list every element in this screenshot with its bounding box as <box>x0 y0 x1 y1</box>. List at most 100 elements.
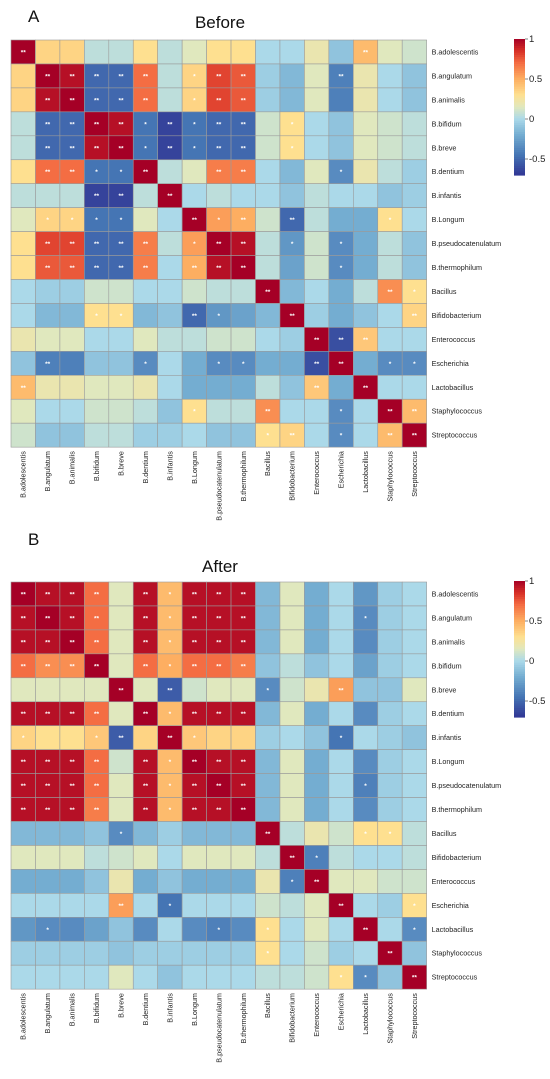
column-label: Streptococcus <box>410 993 419 1039</box>
heatmap-cell <box>108 351 134 376</box>
significance-mark: ** <box>45 783 51 790</box>
heatmap-cell <box>328 39 354 65</box>
heatmap-cell <box>328 207 354 232</box>
column-label: Escherichia <box>337 451 346 488</box>
heatmap-cell <box>352 207 379 232</box>
significance-mark: ** <box>118 73 124 80</box>
colorbar-tick-label: -0.5 <box>529 154 545 165</box>
column-label: B.infantis <box>165 451 174 481</box>
row-label: Bacillus <box>432 829 457 838</box>
heatmap-cell <box>255 773 281 798</box>
colorbar-segment <box>514 626 525 630</box>
heatmap-cell <box>279 749 305 774</box>
heatmap-cell <box>35 893 61 918</box>
column-label: B.pseudocatenulatum <box>214 451 223 521</box>
significance-mark: ** <box>70 265 76 272</box>
significance-mark: ** <box>167 735 173 742</box>
significance-mark: ** <box>192 313 198 320</box>
significance-mark: * <box>340 409 343 416</box>
heatmap-cell <box>304 581 330 607</box>
heatmap-cell <box>157 159 183 185</box>
heatmap-cell <box>352 797 379 822</box>
significance-mark: ** <box>314 361 320 368</box>
heatmap-cell <box>230 821 256 846</box>
heatmap-cell <box>59 964 85 990</box>
heatmap-cell <box>206 398 232 424</box>
significance-mark: * <box>169 903 172 910</box>
heatmap-cell <box>59 279 85 304</box>
colorbar-segment <box>514 712 525 716</box>
heatmap-cell <box>279 351 305 376</box>
heatmap-cell <box>279 581 305 607</box>
colorbar-segment <box>514 599 525 602</box>
heatmap-cell <box>352 279 379 304</box>
significance-mark: ** <box>216 783 222 790</box>
significance-mark: ** <box>216 97 222 104</box>
significance-mark: * <box>266 433 269 440</box>
significance-mark: ** <box>216 759 222 766</box>
heatmap-cell <box>84 964 110 990</box>
colorbar-segment <box>514 150 525 153</box>
heatmap-cell <box>132 303 159 328</box>
heatmap-cell <box>84 374 110 400</box>
heatmap-cell <box>377 581 403 607</box>
significance-mark: ** <box>45 97 51 104</box>
colorbar-segment <box>514 581 525 584</box>
heatmap-cell <box>401 159 427 185</box>
column-label: B.thermophilum <box>239 993 248 1043</box>
significance-mark: ** <box>216 169 222 176</box>
row-label: Streptococcus <box>432 431 478 440</box>
significance-mark: ** <box>70 615 76 622</box>
heatmap-cell <box>132 183 159 208</box>
heatmap-cell <box>328 605 354 631</box>
significance-mark: ** <box>21 385 27 392</box>
heatmap-cell <box>279 159 305 185</box>
colorbar-segment <box>514 703 525 707</box>
colorbar-segment <box>514 107 525 110</box>
heatmap-cell <box>304 629 330 655</box>
heatmap-cell <box>181 677 207 703</box>
heatmap-cell <box>132 374 159 400</box>
significance-mark: ** <box>241 145 247 152</box>
colorbar-segment <box>514 621 525 625</box>
significance-mark: ** <box>45 241 51 248</box>
heatmap-cell <box>328 374 354 400</box>
column-label: Enterococcus <box>312 451 321 495</box>
significance-mark: * <box>169 807 172 814</box>
significance-mark: ** <box>94 73 100 80</box>
heatmap-cell <box>352 303 379 328</box>
significance-mark: * <box>340 975 343 982</box>
significance-mark: ** <box>143 97 149 104</box>
heatmap-cell <box>59 327 85 352</box>
colorbar-segment <box>514 125 525 128</box>
row-label: B.dentium <box>432 167 464 176</box>
heatmap-cell <box>181 279 207 304</box>
heatmap-cell <box>377 135 403 161</box>
heatmap-cell <box>230 327 256 352</box>
heatmap-cell <box>304 87 330 113</box>
significance-mark: ** <box>241 807 247 814</box>
heatmap-cell <box>84 677 110 703</box>
colorbar-segment <box>514 102 525 106</box>
heatmap-before: ** **** ** ** ** ** * ** ** **** ** ** ** ** * ** **** **… <box>10 39 501 521</box>
heatmap-cell <box>328 279 354 304</box>
panel-a-letter: A <box>28 7 40 26</box>
heatmap-cell <box>401 605 427 631</box>
significance-mark: ** <box>45 711 51 718</box>
significance-mark: ** <box>241 639 247 646</box>
heatmap-cell <box>157 422 183 448</box>
heatmap-cell <box>401 207 427 232</box>
heatmap-cell <box>230 374 256 400</box>
significance-mark: ** <box>241 121 247 128</box>
row-label: Bifidobacterium <box>432 853 482 862</box>
heatmap-cell <box>206 893 232 918</box>
heatmap-cell <box>10 231 36 256</box>
heatmap-cell <box>132 869 159 894</box>
heatmap-cell <box>132 677 159 703</box>
colorbar-segment <box>514 111 525 115</box>
significance-mark: ** <box>216 615 222 622</box>
significance-mark: ** <box>192 217 198 224</box>
heatmap-cell <box>35 327 61 352</box>
heatmap-cell <box>401 231 427 256</box>
heatmap-cell <box>255 374 281 400</box>
